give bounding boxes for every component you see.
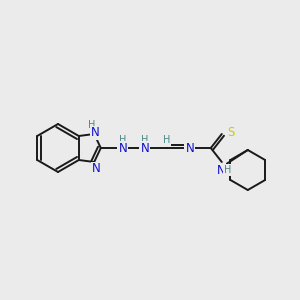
- Text: H: H: [163, 135, 170, 145]
- Text: N: N: [92, 163, 100, 176]
- Text: H: H: [119, 135, 127, 145]
- Text: H: H: [224, 165, 232, 175]
- Text: N: N: [140, 142, 149, 154]
- Text: N: N: [91, 127, 100, 140]
- Text: S: S: [227, 127, 234, 140]
- Text: N: N: [118, 142, 127, 154]
- Text: H: H: [141, 135, 148, 145]
- Text: H: H: [88, 120, 96, 130]
- Text: N: N: [216, 164, 225, 176]
- Text: N: N: [185, 142, 194, 154]
